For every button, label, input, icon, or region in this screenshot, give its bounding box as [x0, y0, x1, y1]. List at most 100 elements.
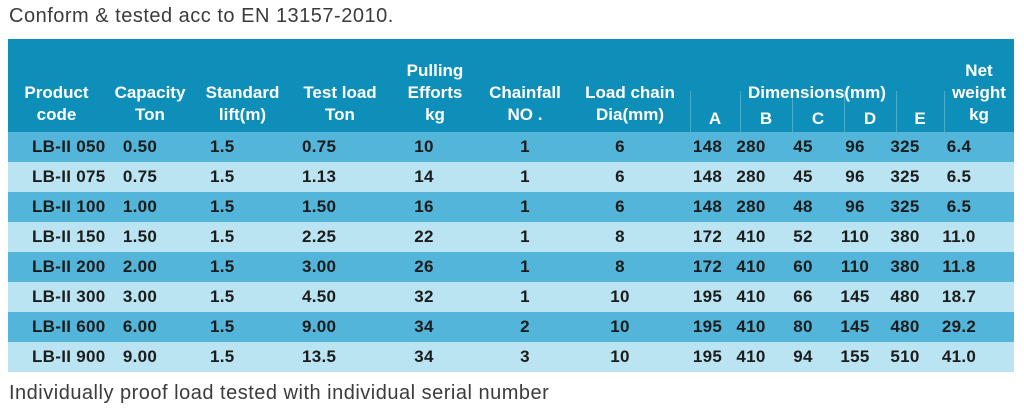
header-line: Pulling [406, 61, 464, 80]
cell-dim-e: 510 [890, 347, 920, 366]
cell-test-load: 4.50 [302, 287, 337, 306]
header-line: Load chain [585, 83, 675, 102]
cell-chainfall-no: 3 [520, 347, 530, 366]
cell-standard-lift: 1.5 [210, 287, 235, 306]
cell-net-weight: 11.0 [942, 227, 976, 246]
cell-chainfall-no: 1 [520, 227, 530, 246]
header-line: Test load [303, 83, 377, 102]
cell-dim-a: 148 [692, 137, 723, 156]
cell-dim-c: 48 [793, 197, 813, 216]
cell-dim-b: 410 [736, 227, 766, 246]
cell-dim-c: 52 [793, 227, 813, 246]
cell-dim-e: 325 [890, 167, 920, 186]
cell-dim-d: 145 [840, 317, 870, 336]
cell-dim-a: 148 [692, 197, 723, 216]
header-column-separator [896, 91, 897, 132]
header-cell-load-chain: Load chain Dia(mm) [570, 39, 690, 132]
cell-dim-b: 410 [736, 287, 766, 306]
cell-capacity: 0.50 [122, 137, 158, 156]
header-line: Ton [325, 105, 355, 124]
header-line: Efforts [407, 83, 463, 102]
header-cell-dim-c: C [811, 108, 825, 128]
spec-table: Product code Capacity Ton Standard lift(… [8, 39, 1014, 372]
cell-dim-c: 80 [793, 317, 813, 336]
header-column-separator [690, 91, 691, 132]
cell-dim-c: 45 [793, 137, 813, 156]
cell-dim-a: 172 [692, 257, 723, 276]
header-cell-standard-lift: Standard lift(m) [195, 39, 290, 132]
table-row: LB-II 900 9.00 1.5 13.5 34 3 10 195 410 … [8, 342, 1014, 372]
cell-dim-d: 96 [845, 197, 865, 216]
header-cell-chainfall: Chainfall NO . [480, 39, 570, 132]
table-row: LB-II 075 0.75 1.5 1.13 14 1 6 148 280 4… [8, 162, 1014, 192]
cell-test-load: 2.25 [302, 227, 337, 246]
cell-standard-lift: 1.5 [210, 167, 235, 186]
header-cell-product-code: Product code [8, 39, 105, 132]
cell-net-weight: 6.5 [946, 197, 972, 216]
cell-dim-e: 380 [890, 227, 920, 246]
header-dimensions-group-label: Dimensions(mm) [748, 83, 886, 102]
cell-product-code: LB-II 600 [32, 317, 106, 336]
header-column-separator [740, 91, 741, 132]
cell-product-code: LB-II 300 [32, 287, 106, 306]
cell-product-code: LB-II 900 [32, 347, 106, 366]
cell-test-load: 13.5 [302, 347, 337, 366]
cell-dim-a: 195 [692, 347, 723, 366]
cell-dim-d: 110 [840, 257, 870, 276]
cell-dim-e: 480 [890, 287, 920, 306]
cell-chain-dia: 6 [615, 137, 625, 156]
cell-capacity: 3.00 [122, 287, 158, 306]
cell-net-weight: 41.0 [941, 347, 977, 366]
cell-dim-c: 66 [793, 287, 813, 306]
cell-dim-a: 172 [692, 227, 723, 246]
header-line: Ton [135, 105, 165, 124]
header-line: weight [952, 83, 1006, 102]
cell-capacity: 9.00 [122, 347, 158, 366]
cell-dim-b: 410 [736, 347, 766, 366]
cell-pulling-efforts: 34 [414, 347, 434, 366]
cell-dim-d: 110 [840, 227, 870, 246]
cell-product-code: LB-II 200 [32, 257, 106, 276]
header-line: kg [425, 105, 445, 124]
header-line: Net [965, 61, 993, 80]
cell-chain-dia: 8 [615, 227, 625, 246]
cell-dim-b: 410 [736, 257, 766, 276]
cell-dim-a: 195 [692, 317, 723, 336]
cell-chain-dia: 6 [615, 167, 625, 186]
header-column-separator [944, 91, 945, 132]
cell-dim-e: 480 [890, 317, 920, 336]
cell-capacity: 0.75 [122, 167, 158, 186]
header-column-separator [844, 91, 845, 132]
cell-chainfall-no: 1 [520, 257, 530, 276]
cell-net-weight: 18.7 [941, 287, 977, 306]
cell-pulling-efforts: 34 [414, 317, 434, 336]
cell-test-load: 1.50 [302, 197, 337, 216]
cell-capacity: 6.00 [122, 317, 158, 336]
cell-dim-c: 60 [793, 257, 813, 276]
header-cell-test-load: Test load Ton [290, 39, 390, 132]
cell-dim-c: 94 [793, 347, 813, 366]
proof-load-footnote: Individually proof load tested with indi… [9, 382, 550, 404]
cell-pulling-efforts: 32 [414, 287, 434, 306]
header-cell-dim-a: A [708, 108, 722, 128]
cell-dim-b: 280 [736, 137, 766, 156]
cell-product-code: LB-II 050 [32, 137, 106, 156]
conformance-title: Conform & tested acc to EN 13157-2010. [9, 5, 394, 27]
header-line: kg [969, 105, 989, 124]
cell-dim-e: 380 [890, 257, 920, 276]
cell-net-weight: 29.2 [941, 317, 977, 336]
cell-chainfall-no: 1 [520, 197, 530, 216]
cell-chain-dia: 10 [610, 317, 630, 336]
header-line: code [36, 105, 77, 124]
cell-product-code: LB-II 150 [32, 227, 106, 246]
header-line: Standard [205, 83, 280, 102]
cell-product-code: LB-II 075 [32, 167, 106, 186]
cell-pulling-efforts: 26 [414, 257, 434, 276]
header-cell-net-weight: Net weight kg [944, 39, 1014, 132]
cell-pulling-efforts: 22 [414, 227, 434, 246]
cell-net-weight: 6.5 [946, 167, 972, 186]
cell-capacity: 1.00 [122, 197, 158, 216]
cell-product-code: LB-II 100 [32, 197, 106, 216]
cell-standard-lift: 1.5 [210, 317, 235, 336]
cell-dim-e: 325 [890, 137, 920, 156]
